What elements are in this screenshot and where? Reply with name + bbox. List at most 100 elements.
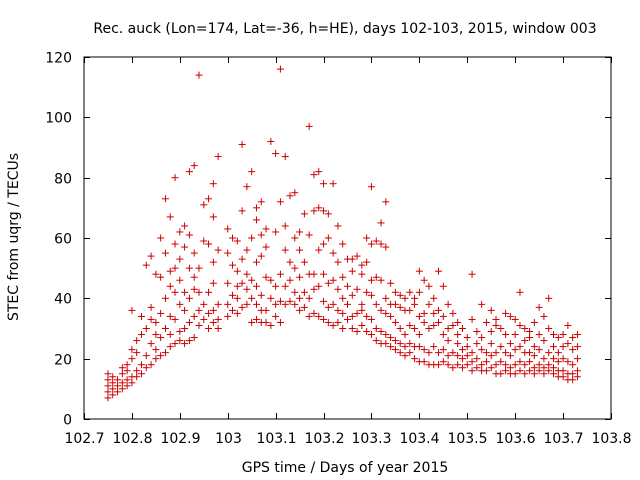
data-point (387, 279, 395, 287)
data-point (137, 312, 145, 320)
data-point (430, 343, 438, 351)
data-point (267, 294, 275, 302)
data-point (458, 325, 466, 332)
data-point (224, 249, 232, 257)
data-point (454, 318, 462, 326)
data-point (411, 294, 419, 302)
data-point (252, 258, 260, 266)
data-point (147, 361, 155, 369)
x-tick-label: 103.4 (399, 431, 439, 447)
data-point (118, 370, 126, 378)
data-point (329, 249, 337, 257)
data-point (190, 162, 198, 170)
data-point (243, 270, 251, 278)
data-point (492, 361, 500, 369)
data-point (377, 276, 385, 284)
data-point (473, 340, 481, 348)
data-point (109, 391, 117, 399)
data-point (492, 321, 500, 329)
data-point (478, 300, 486, 308)
data-point (291, 234, 299, 242)
data-point (276, 65, 284, 73)
data-point (166, 213, 174, 221)
data-point (281, 282, 289, 290)
data-point (487, 340, 495, 348)
data-point (348, 325, 356, 332)
data-point (516, 321, 524, 329)
data-point (195, 264, 203, 272)
data-point (382, 294, 390, 302)
data-point (463, 334, 471, 342)
data-point (511, 361, 519, 369)
data-point (233, 237, 241, 245)
data-point (435, 361, 443, 369)
data-point (233, 309, 241, 317)
data-point (214, 315, 222, 323)
x-tick-label: 103.3 (351, 431, 391, 447)
data-point (492, 349, 500, 357)
data-point (540, 337, 548, 345)
data-point (310, 270, 318, 278)
data-point (233, 267, 241, 275)
data-point (181, 325, 189, 332)
data-point (286, 258, 294, 266)
data-point (573, 331, 581, 339)
data-point (334, 318, 342, 326)
data-point (315, 204, 323, 212)
y-tick-label: 80 (54, 172, 72, 188)
data-point (123, 376, 131, 384)
data-point (367, 183, 375, 191)
data-point (109, 385, 117, 393)
data-point (296, 228, 304, 236)
data-point (185, 231, 193, 239)
data-point (530, 370, 538, 378)
data-point (128, 355, 136, 363)
data-point (353, 309, 361, 317)
data-point (439, 331, 447, 339)
data-point (181, 306, 189, 314)
data-point (430, 294, 438, 302)
data-point (430, 309, 438, 317)
data-point (209, 258, 217, 266)
data-point (286, 297, 294, 305)
data-point (367, 240, 375, 248)
data-point (420, 358, 428, 366)
data-point (205, 288, 213, 296)
data-point (367, 315, 375, 323)
data-point (296, 246, 304, 254)
data-point (559, 367, 567, 375)
data-point (348, 255, 356, 263)
data-point (554, 349, 562, 357)
data-point (109, 379, 117, 387)
data-point (123, 367, 131, 375)
data-point (511, 346, 519, 354)
plot-frame (83, 56, 612, 420)
data-point (348, 291, 356, 299)
y-tick-label: 100 (45, 111, 72, 127)
data-point (171, 264, 179, 272)
data-point (506, 340, 514, 348)
data-point (497, 358, 505, 366)
data-point (382, 198, 390, 206)
data-point (320, 180, 328, 188)
data-point (142, 364, 150, 372)
data-point (267, 137, 275, 145)
data-point (550, 343, 558, 351)
data-point (171, 288, 179, 296)
data-point (133, 337, 141, 345)
data-point (487, 328, 495, 336)
data-point (329, 300, 337, 308)
data-point (391, 318, 399, 326)
data-point (176, 300, 184, 308)
data-point (468, 349, 476, 357)
data-point (320, 240, 328, 248)
data-point (272, 228, 280, 236)
data-point (530, 318, 538, 326)
data-point (291, 189, 299, 197)
data-point (310, 285, 318, 293)
data-point (401, 343, 409, 351)
data-point (205, 195, 213, 203)
data-point (449, 321, 457, 329)
data-point (252, 216, 260, 224)
data-point (535, 346, 543, 354)
